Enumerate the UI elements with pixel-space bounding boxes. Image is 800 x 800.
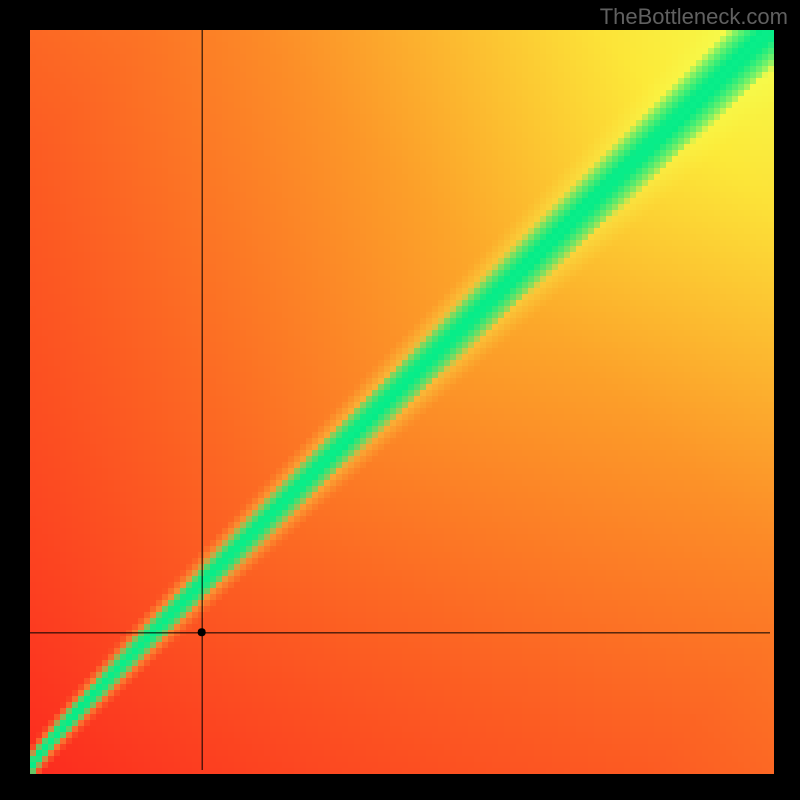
watermark-text: TheBottleneck.com — [600, 4, 788, 30]
bottleneck-heatmap — [0, 0, 800, 800]
